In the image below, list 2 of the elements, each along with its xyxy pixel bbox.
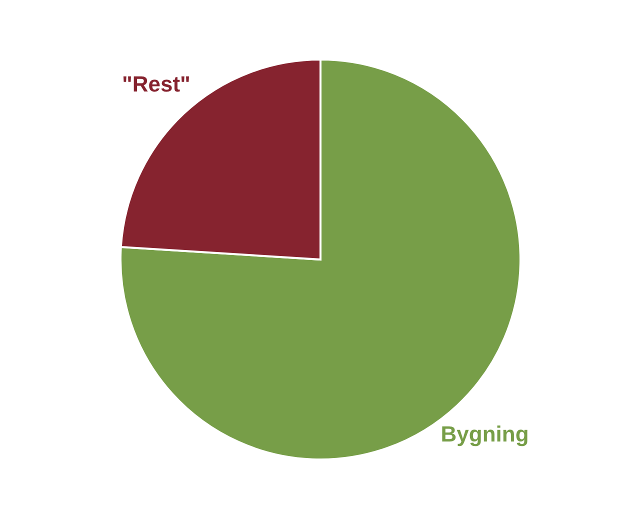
slice-label: Bygning [440, 421, 529, 446]
slice-label: "Rest" [122, 72, 190, 97]
